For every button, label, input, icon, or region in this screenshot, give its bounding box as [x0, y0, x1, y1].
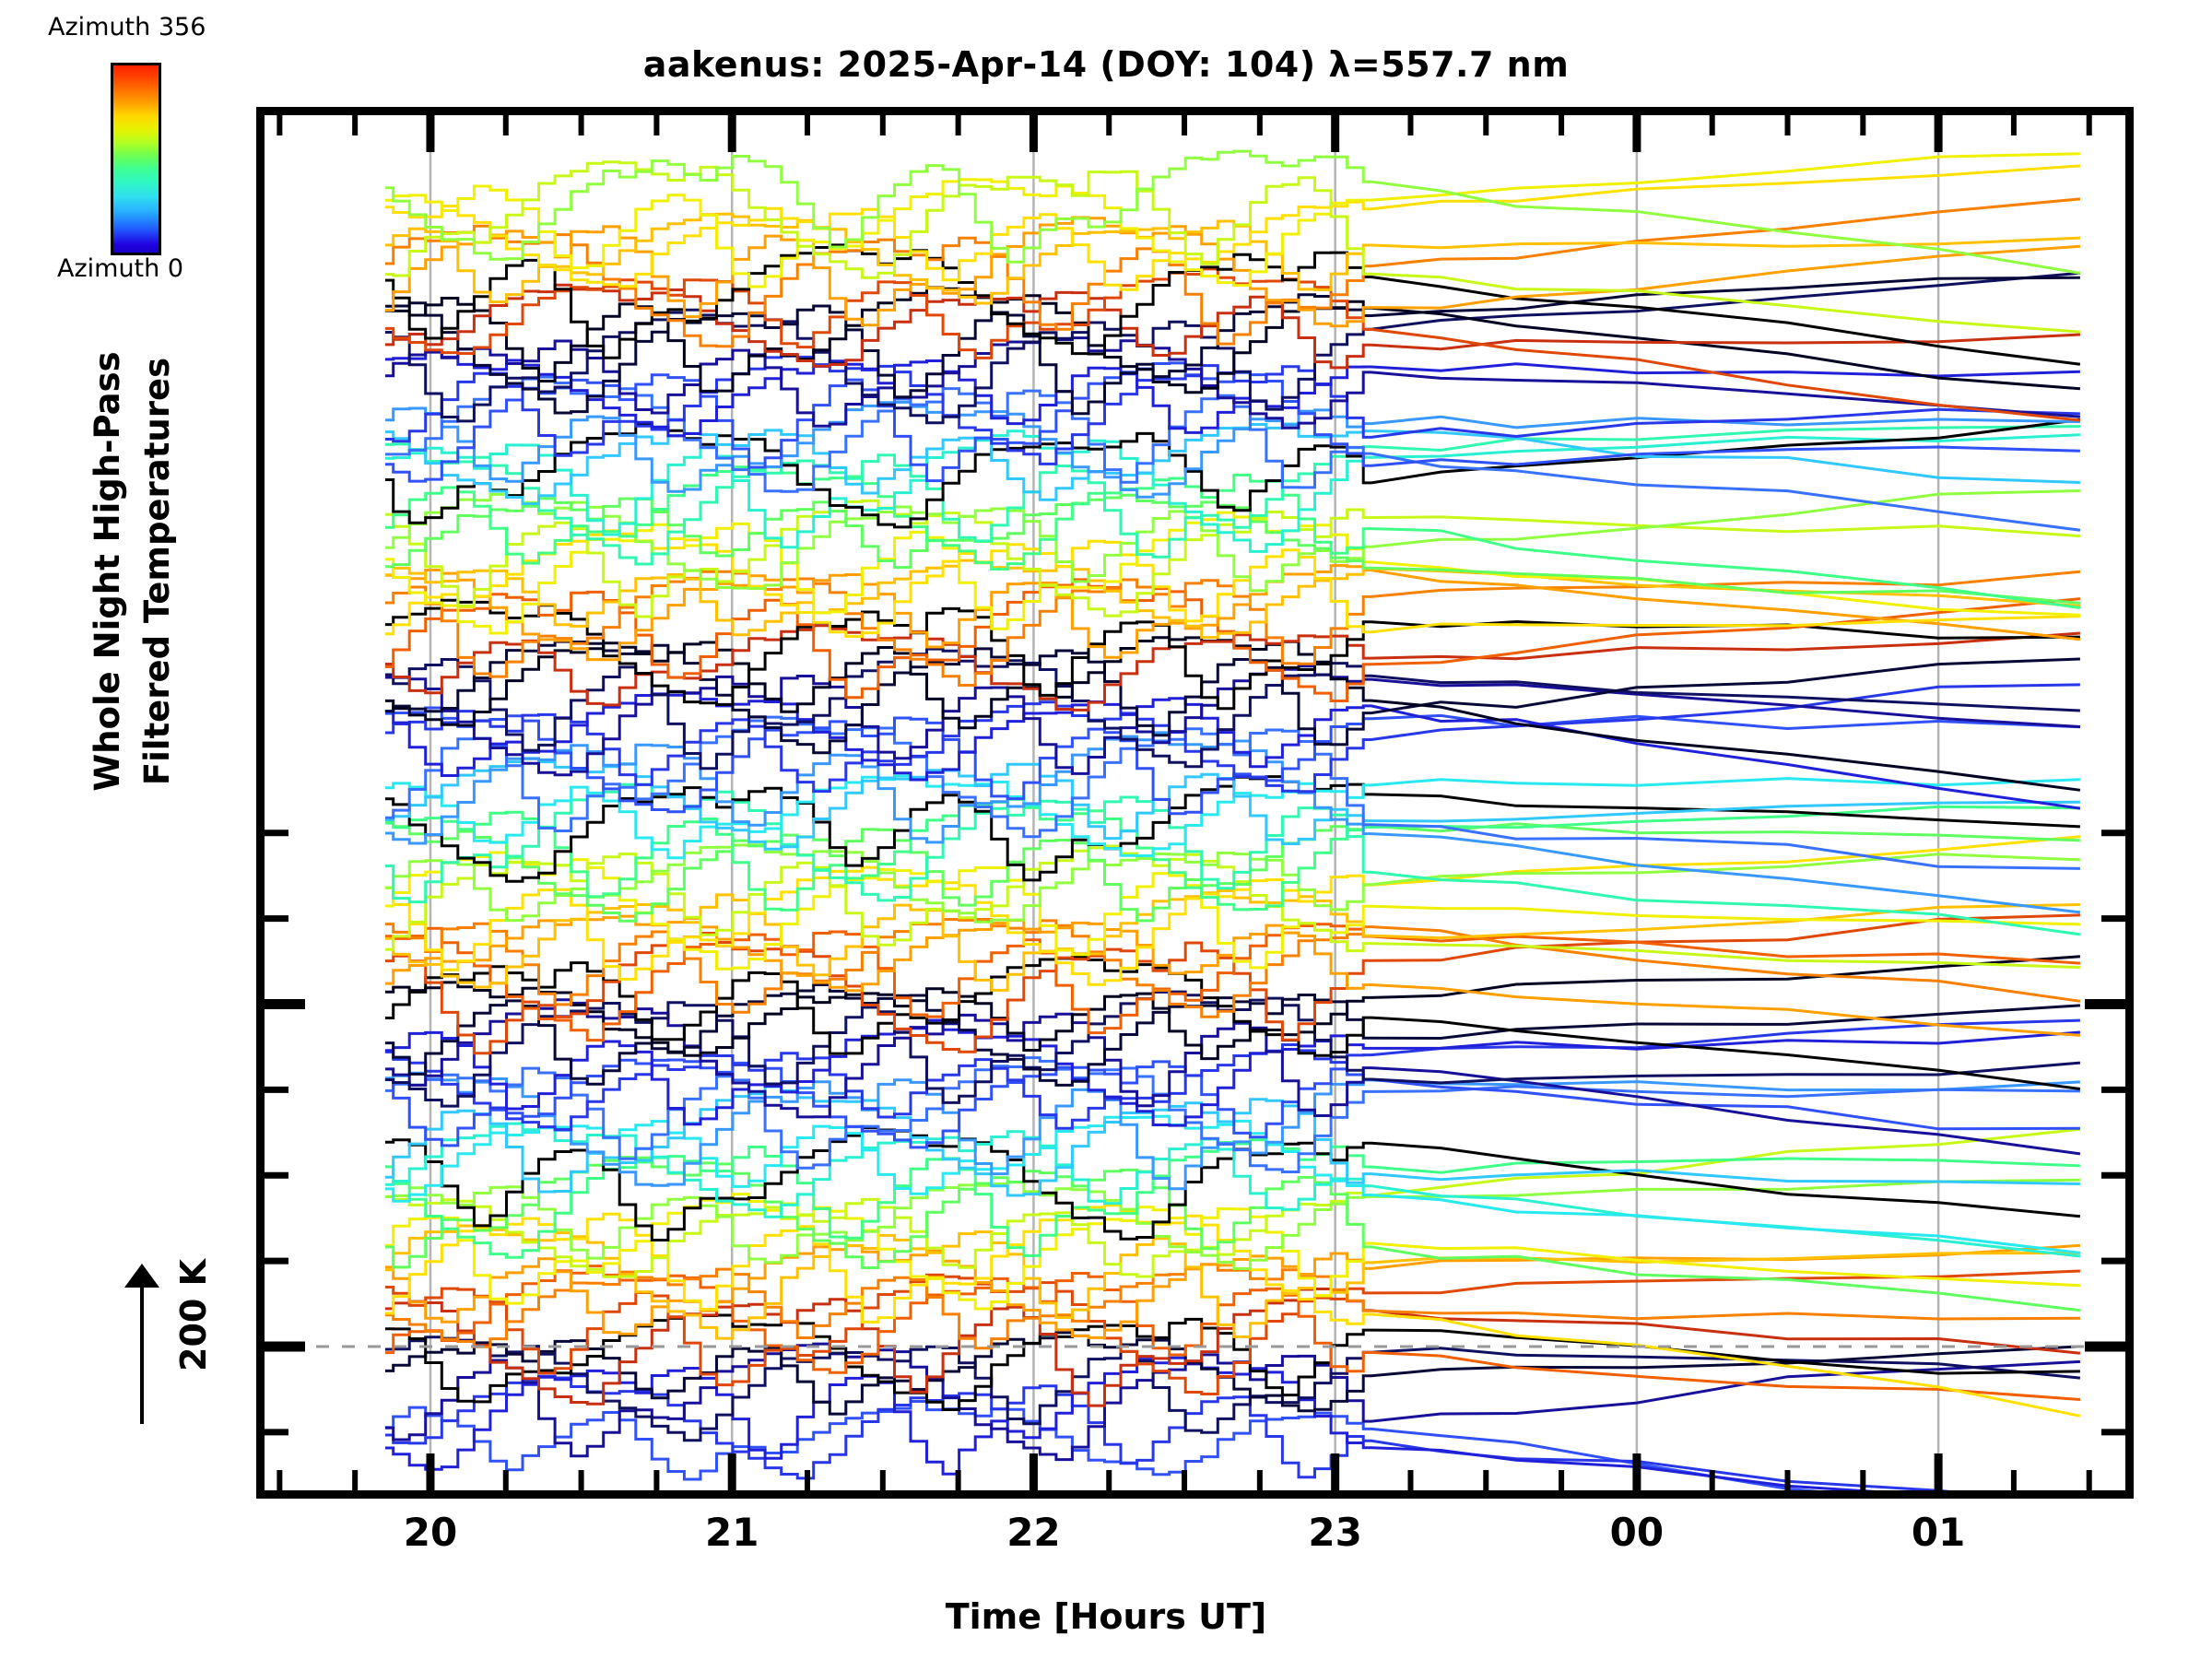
x-tick-label: 21 — [704, 1510, 759, 1555]
x-tick-label: 00 — [1609, 1510, 1665, 1555]
temperature-trace — [384, 152, 2080, 288]
temperature-trace — [384, 797, 2080, 912]
temperature-trace — [384, 564, 2081, 662]
temperature-trace — [384, 918, 2081, 1018]
trace-group — [384, 149, 2081, 1490]
colorbar-min-label: Azimuth 0 — [57, 254, 184, 283]
temperature-trace — [384, 276, 2080, 416]
temperature-trace — [384, 640, 2080, 755]
axis-frame — [256, 107, 2134, 1499]
temperature-trace — [384, 923, 2080, 1042]
temperature-trace — [384, 1122, 2081, 1258]
temperature-trace — [384, 418, 2081, 529]
temperature-trace — [384, 1269, 2080, 1395]
temperature-trace — [384, 425, 2080, 566]
temperature-trace — [384, 511, 2080, 635]
temperature-trace — [384, 164, 2081, 291]
temperature-trace — [384, 267, 2081, 422]
x-tick-label: 20 — [403, 1510, 458, 1555]
temperature-trace — [384, 1265, 2081, 1401]
scale-bar — [140, 1272, 144, 1424]
temperature-trace — [384, 665, 2080, 777]
temperature-trace — [384, 955, 2081, 1061]
temperature-trace — [384, 757, 2080, 851]
temperature-trace — [384, 683, 2080, 794]
page-title: aakenus: 2025-Apr-14 (DOY: 104) λ=557.7 … — [642, 44, 1570, 85]
temperature-trace — [384, 559, 2081, 640]
temperature-trace — [384, 1288, 2081, 1407]
temperature-trace — [384, 691, 2081, 810]
temperature-trace — [384, 1156, 2081, 1312]
temperature-trace — [384, 149, 2081, 275]
colorbar-max-label: Azimuth 356 — [48, 13, 206, 41]
temperature-trace — [384, 843, 2080, 924]
temperature-trace — [384, 1263, 2080, 1350]
azimuth-colorbar — [111, 63, 161, 255]
temperature-trace — [384, 1071, 2080, 1191]
x-tick-label: 23 — [1308, 1510, 1362, 1555]
scale-bar-label: 200 K — [173, 1259, 214, 1371]
x-tick-label: 22 — [1006, 1510, 1061, 1555]
temperature-trace — [384, 160, 2081, 334]
temperature-trace — [384, 1018, 2080, 1132]
temperature-trace — [384, 598, 2080, 711]
temperature-trace — [384, 1058, 2080, 1149]
temperature-trace — [384, 782, 2081, 936]
x-tick-label: 01 — [1911, 1510, 1966, 1555]
x-axis-label: Time [Hours UT] — [945, 1596, 1267, 1637]
